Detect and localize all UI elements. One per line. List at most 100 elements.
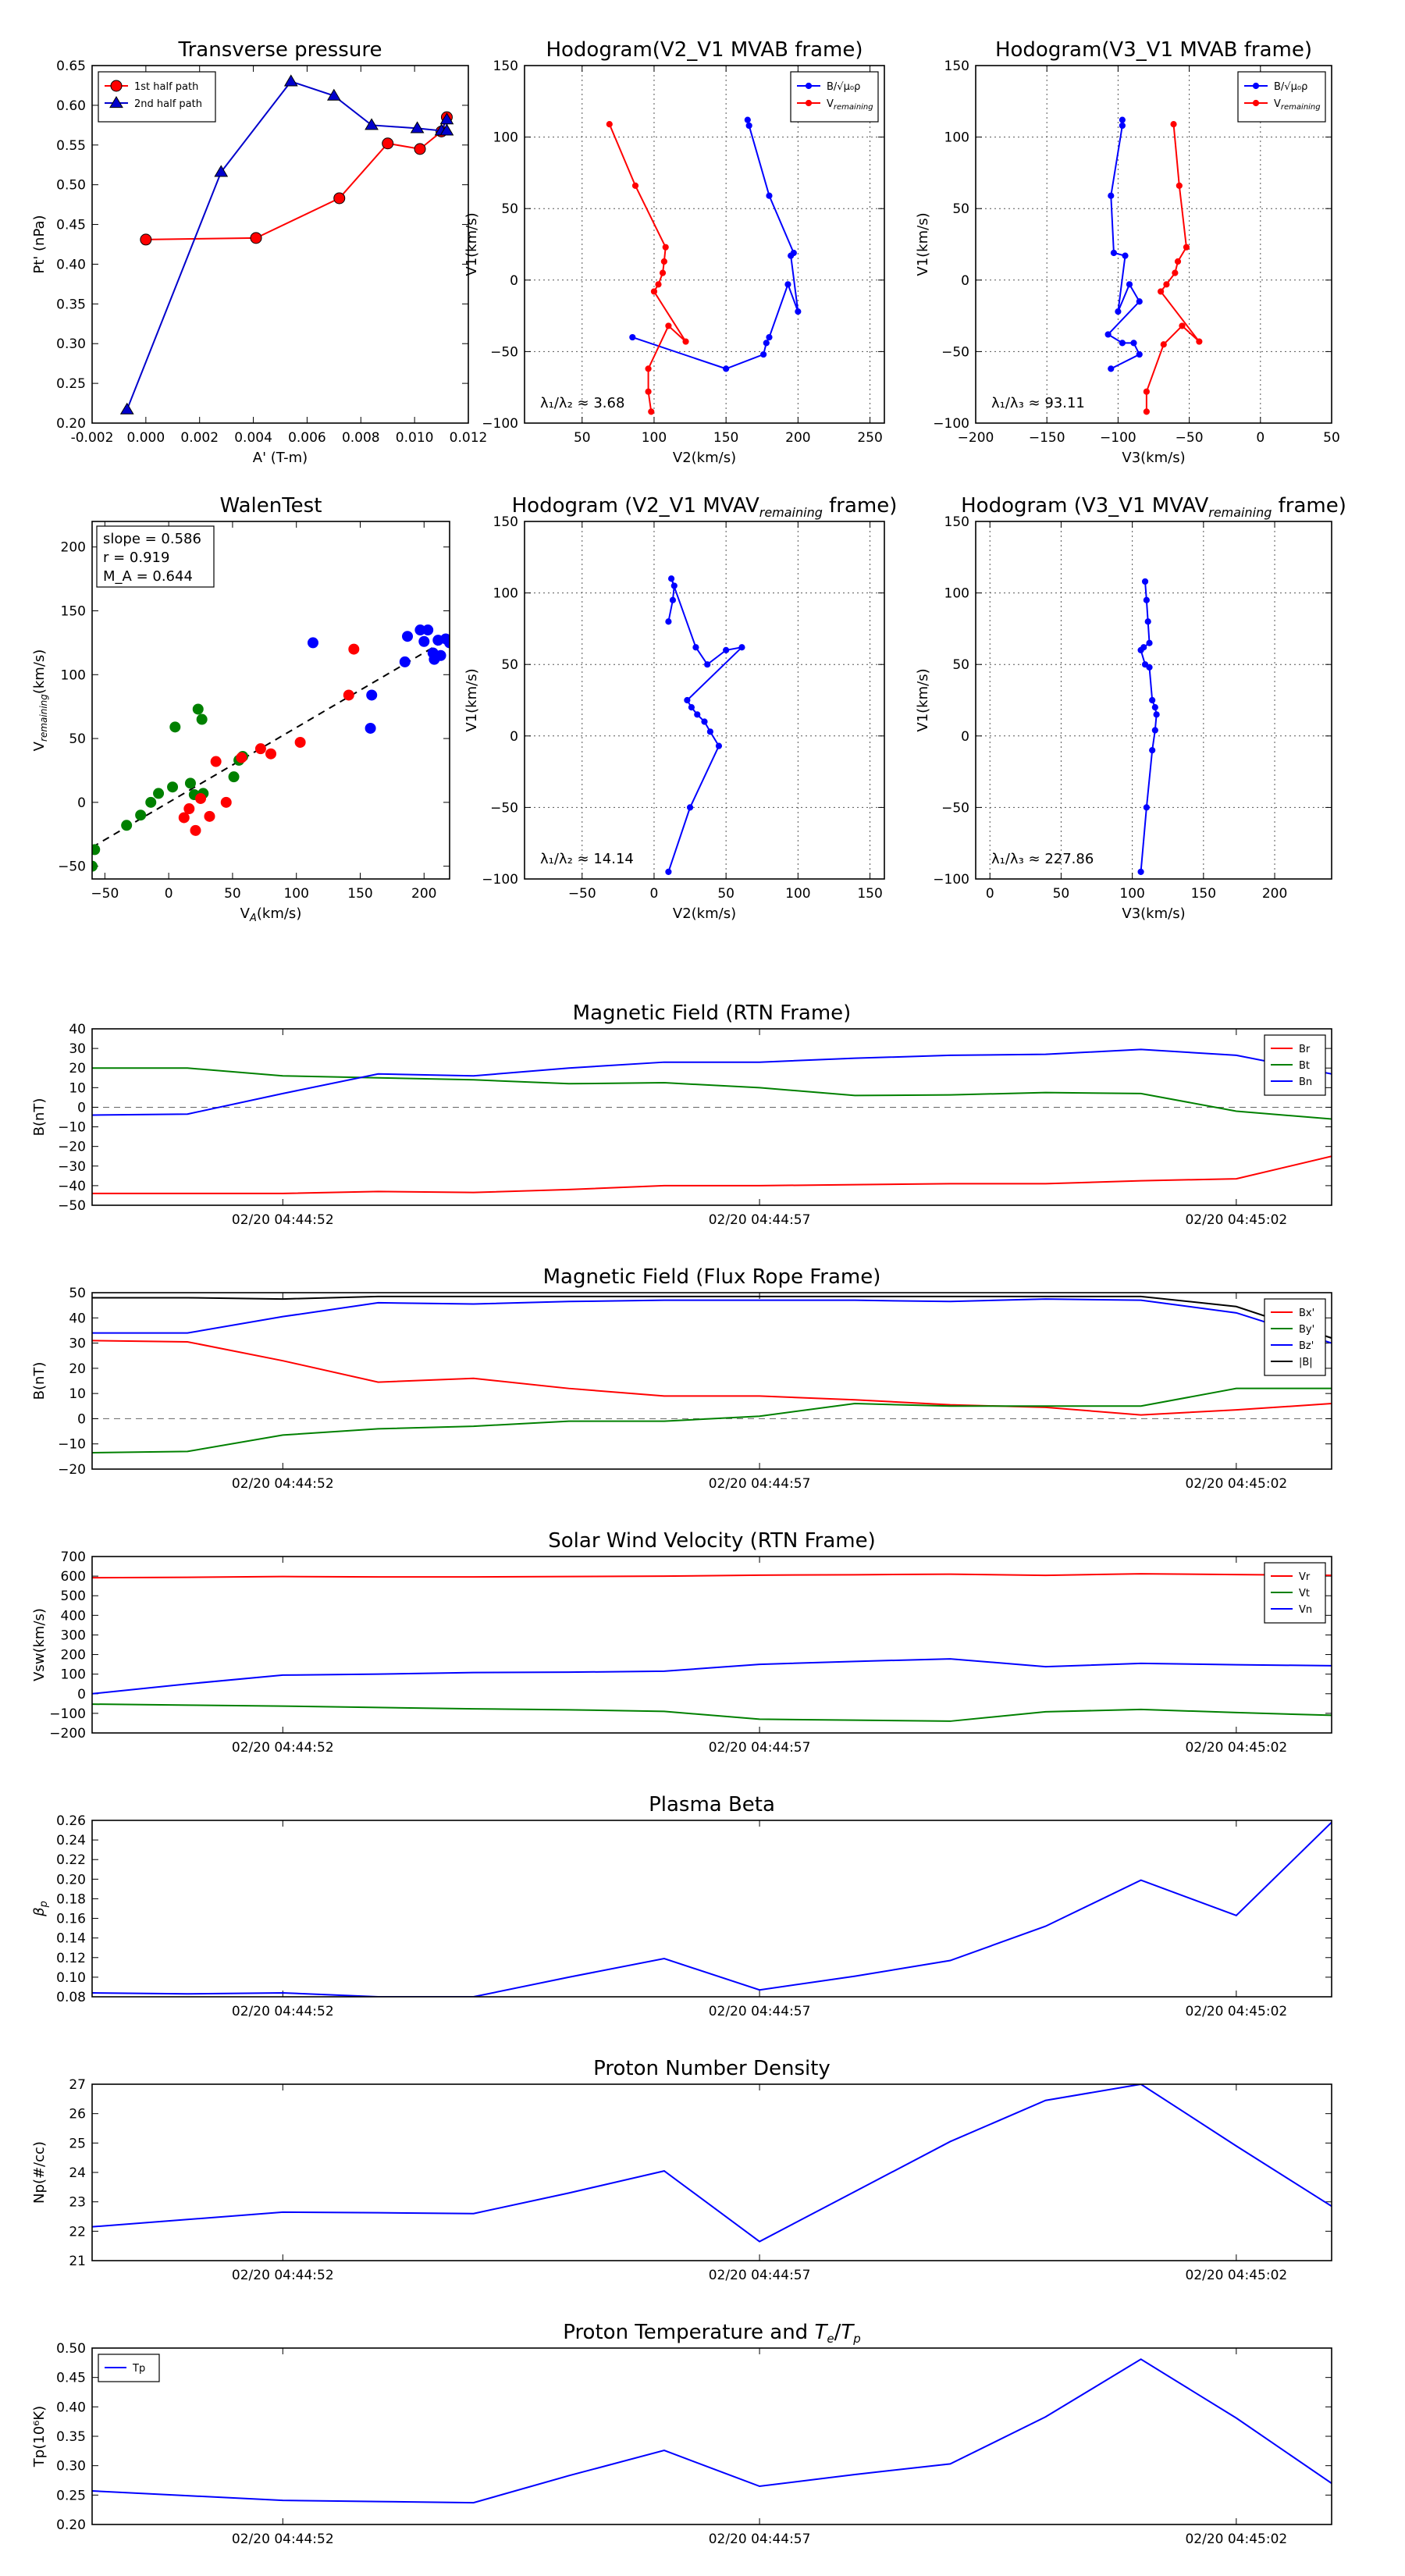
chart-title: Hodogram (V2_V1 MVAVremaining frame) <box>512 494 898 520</box>
series-line-Br <box>92 1155 1332 1194</box>
y-tick-label: 50 <box>952 657 969 673</box>
eigen-ratio-label: λ₁/λ₃ ≈ 227.86 <box>991 851 1094 867</box>
data-point <box>1115 308 1122 315</box>
series-0 <box>92 703 249 872</box>
x-axis-label: VA(km/s) <box>240 906 302 924</box>
x-tick-label: 02/20 04:44:57 <box>709 1740 811 1756</box>
x-tick-label: 02/20 04:45:02 <box>1185 2004 1287 2019</box>
chart-beta: Plasma Beta 0.08 0.10 0.12 0.14 0.16 0.18 0.20 0… <box>31 1793 1332 2019</box>
y-axis-label: V1(km/s) <box>915 668 931 731</box>
chart-tpchart: Proton Temperature and Te/Tp 0.20 0.25 0.30… <box>31 2321 1332 2547</box>
series-0 <box>1137 578 1160 875</box>
series-1 <box>1143 121 1203 415</box>
series-line-Vt <box>92 1703 1332 1722</box>
data-point <box>1176 182 1183 189</box>
plot-frame <box>975 65 1332 424</box>
y-tick-label: 10 <box>69 1080 86 1096</box>
y-tick-label: 0.18 <box>56 1891 86 1907</box>
y-axis-label: Vremaining(km/s) <box>31 649 49 752</box>
legend-label: Vremaining <box>827 98 873 112</box>
series-line-0 <box>92 2084 1332 2243</box>
data-point <box>645 388 652 395</box>
y-tick-label: 100 <box>493 130 518 146</box>
series-2 <box>307 624 450 734</box>
x-tick-label: 50 <box>1053 886 1070 902</box>
data-point <box>307 637 318 649</box>
x-tick-label: -0.002 <box>71 430 114 446</box>
data-point <box>1174 258 1182 265</box>
y-tick-label: 0 <box>510 729 518 745</box>
data-point <box>254 743 266 755</box>
y-tick-label: 100 <box>61 667 86 683</box>
series-line <box>126 80 448 411</box>
plot-frame <box>91 521 450 880</box>
x-tick-label: 02/20 04:44:57 <box>709 2532 811 2547</box>
legend-label: |B| <box>1299 1357 1313 1368</box>
y-tick-label: 0.65 <box>56 59 86 74</box>
x-tick-label: 02/20 04:45:02 <box>1185 1476 1287 1492</box>
plot-frame <box>91 2347 1332 2525</box>
x-tick-label: −50 <box>568 886 596 902</box>
chart-title: Magnetic Field (RTN Frame) <box>573 1002 852 1025</box>
series-0 <box>1104 116 1143 372</box>
data-point <box>1160 341 1167 348</box>
x-tick-label: 02/20 04:44:52 <box>232 1212 334 1228</box>
series-line-By' <box>92 1387 1332 1454</box>
data-point <box>92 844 101 856</box>
data-point <box>760 350 767 358</box>
chart-h4: Hodogram (V3_V1 MVAVremaining frame) 0 50 1… <box>915 494 1346 922</box>
chart-mag_rtn: Magnetic Field (RTN Frame) −50 −40 −30 −20 −1… <box>31 1002 1332 1228</box>
plot-frame <box>91 65 469 424</box>
data-point <box>723 646 730 653</box>
legend-marker <box>109 96 123 109</box>
data-point <box>343 689 354 701</box>
y-tick-label: 300 <box>61 1628 86 1643</box>
data-point <box>701 718 708 725</box>
y-tick-label: 0.45 <box>56 218 86 233</box>
y-tick-label: 500 <box>61 1589 86 1604</box>
plot-frame <box>524 521 885 880</box>
data-point <box>1119 340 1126 347</box>
data-point <box>1104 331 1112 338</box>
y-tick-label: 0.30 <box>56 2459 86 2475</box>
legend-label: Bt <box>1299 1060 1310 1072</box>
series-line-0 <box>92 1821 1332 1997</box>
y-tick-label: 0.24 <box>56 1833 86 1848</box>
y-axis-label: V1(km/s) <box>464 212 480 276</box>
plot-area <box>92 624 450 872</box>
y-tick-label: 50 <box>69 731 86 747</box>
data-point <box>236 752 247 763</box>
data-point <box>184 777 196 789</box>
y-tick-label: 0.35 <box>56 297 86 312</box>
x-tick-label: 50 <box>224 886 241 902</box>
y-tick-label: 25 <box>69 2136 86 2151</box>
y-tick-label: 0.35 <box>56 2429 86 2445</box>
x-tick-label: 50 <box>574 430 591 446</box>
legend-label: Vremaining <box>1274 98 1321 112</box>
x-tick-label: 150 <box>347 886 372 902</box>
data-point <box>435 649 446 661</box>
legend-label: By' <box>1299 1324 1314 1336</box>
data-point <box>684 696 691 704</box>
y-tick-label: 100 <box>61 1667 86 1683</box>
legend-label: B/√μ₀ρ <box>1274 81 1307 93</box>
x-axis-label: V2(km/s) <box>673 906 736 922</box>
y-tick-label: 150 <box>493 59 518 74</box>
data-point <box>92 860 98 872</box>
eigen-ratio-label: λ₁/λ₂ ≈ 14.14 <box>540 851 634 867</box>
x-tick-label: 02/20 04:45:02 <box>1185 1740 1287 1756</box>
legend: Bx' By' Bz' |B| <box>1264 1298 1326 1376</box>
legend-label: Vr <box>1299 1571 1311 1583</box>
data-point <box>1144 618 1151 625</box>
chart-mag_fr: Magnetic Field (Flux Rope Frame) −20 −10 0 1… <box>31 1265 1332 1492</box>
y-tick-label: −50 <box>941 344 969 360</box>
series-line-Tp <box>92 2358 1332 2504</box>
x-tick-label: 0.000 <box>127 430 165 446</box>
data-point <box>382 137 394 150</box>
y-axis-label: Pt' (nPa) <box>31 215 48 273</box>
data-point <box>1196 338 1203 345</box>
series-line <box>145 116 448 240</box>
y-axis-label: V1(km/s) <box>915 212 931 276</box>
series-line-Bt <box>92 1067 1332 1120</box>
